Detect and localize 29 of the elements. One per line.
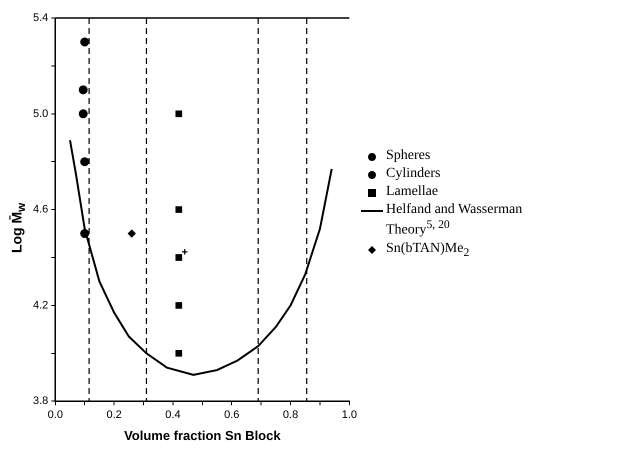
- point: [78, 85, 88, 94]
- annotation: +: [181, 246, 188, 259]
- point: [175, 302, 182, 309]
- x-tick-label: 0.8: [282, 408, 298, 421]
- legend-label: Helfand and Wasserman Theory$^{5, 20}$: [386, 202, 524, 239]
- x-tick-label: 0.4: [165, 408, 181, 421]
- legend-label: Sn(bTAN)Me$_{2}$: [386, 240, 470, 258]
- point: [78, 109, 88, 118]
- x-tick-label: 0.0: [48, 408, 63, 421]
- x-tick-label: 0.2: [106, 408, 122, 421]
- y-tick-label: 5.0: [32, 108, 48, 120]
- point: [175, 110, 182, 118]
- x-tick-label: 0.6: [224, 408, 240, 421]
- point: [80, 37, 90, 46]
- x-tick-label: 1.0: [342, 408, 358, 421]
- point: [80, 157, 90, 166]
- point: [175, 350, 182, 357]
- point: [80, 229, 90, 238]
- y-tick-label: 5.4: [32, 12, 48, 24]
- x-axis-title: Volume fraction Sn Block: [124, 428, 282, 443]
- y-tick-label: 3.8: [32, 395, 48, 408]
- legend-label: Spheres: [386, 148, 432, 164]
- point: [175, 206, 182, 213]
- y-tick-label: 4.2: [32, 299, 48, 312]
- point: [175, 254, 182, 261]
- legend-label: Lamellae: [386, 184, 440, 200]
- y-tick-label: 4.6: [32, 204, 48, 216]
- legend-label: Cylinders: [386, 166, 442, 182]
- point: [128, 230, 136, 238]
